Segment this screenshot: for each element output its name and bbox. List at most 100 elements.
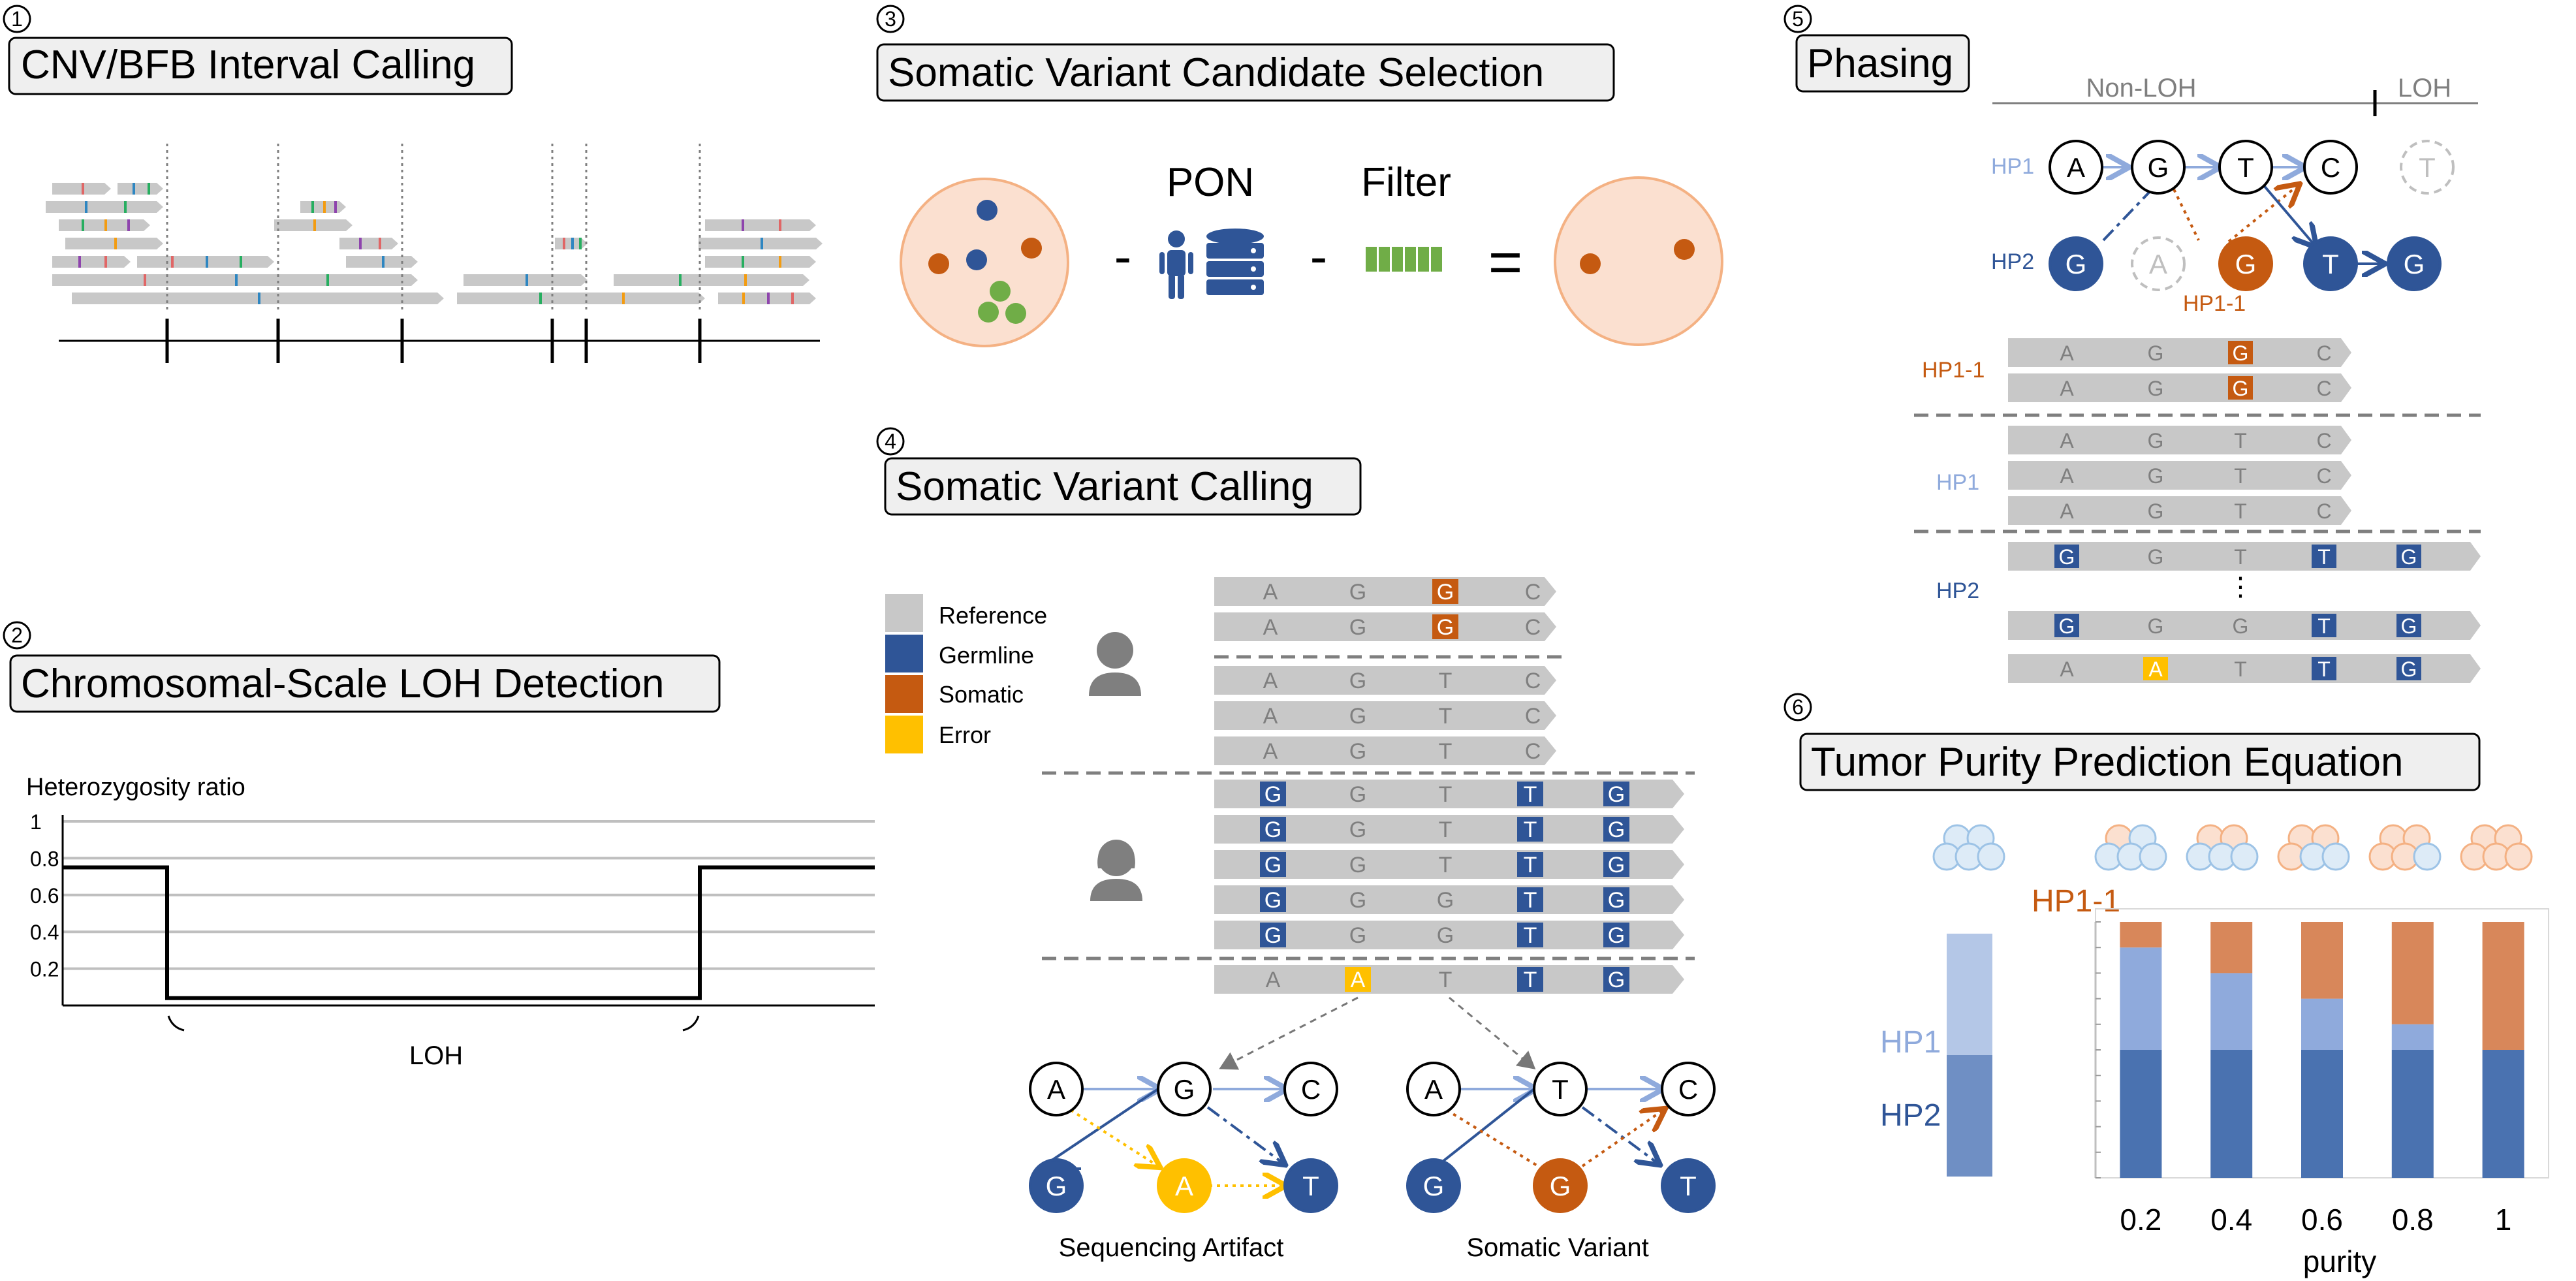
graph-edge: [1206, 1106, 1283, 1163]
normal-bar-hp2: [1947, 1055, 1992, 1177]
somatic-dot: [928, 253, 949, 274]
mismatch-mark: [382, 256, 385, 268]
variant-cell: [1260, 852, 1286, 877]
bar-segment-hp1-1: [2391, 922, 2434, 1024]
base-letter: G: [1349, 853, 1366, 878]
node-letter: T: [1680, 1171, 1697, 1201]
bar-segment-hp2: [2482, 1050, 2524, 1178]
base-letter: T: [1439, 782, 1453, 807]
filter-segment: [1405, 247, 1416, 272]
hp2-label: HP2: [1991, 249, 2034, 274]
read: [457, 293, 705, 304]
germline-dot: [966, 249, 987, 270]
normal-person-icon: [1089, 632, 1141, 696]
base-letter: T: [1524, 968, 1537, 992]
y-tick-label: 1: [30, 810, 42, 834]
panel-title-box: [876, 43, 1615, 102]
read: [1214, 577, 1556, 606]
base-letter: T: [1524, 817, 1537, 842]
panel-number: 6: [1792, 695, 1804, 719]
graph-node: [1157, 1062, 1212, 1116]
variant-cell: [1603, 967, 1629, 992]
base-letter: G: [1608, 782, 1625, 807]
base-letter: C: [1525, 669, 1541, 693]
variant-cell: [1603, 782, 1629, 806]
base-letter: G: [2148, 614, 2164, 638]
read: [1214, 850, 1684, 879]
panel-number: 4: [885, 430, 896, 453]
panel-5: 5 Phasing Non-LOH LOH HP1 HP2 A G T C TG A G T G…: [1783, 5, 2481, 683]
variant-cell: [1517, 782, 1543, 806]
base-letter: G: [1349, 817, 1366, 842]
somatic-dot: [1580, 253, 1601, 274]
panel-number-circle: [3, 621, 31, 650]
mismatch-mark: [85, 201, 87, 213]
bar-segment-hp1-1: [2301, 922, 2343, 999]
graph-node: [2387, 236, 2442, 291]
node-letter: T: [2419, 152, 2436, 183]
mismatch-mark: [742, 219, 744, 231]
read: [1214, 666, 1556, 695]
legend-label: Reference: [939, 602, 1047, 629]
base-letter: C: [1525, 704, 1541, 729]
read: [1214, 921, 1684, 949]
read: [2008, 654, 2481, 683]
base-letter: C: [1525, 580, 1541, 605]
bar-segment-hp2: [2301, 1050, 2343, 1178]
base-letter: G: [2401, 614, 2417, 638]
read: [2008, 338, 2351, 367]
base-letter: G: [2148, 429, 2164, 452]
cell: [2139, 842, 2167, 871]
mismatch-mark: [240, 256, 242, 268]
loh-bracket-right: [682, 1015, 700, 1032]
read-alignment: A G G CA G G CA G T CA G T CA G T CG G T T GG G T T GG G T T GG G G T G…: [1042, 577, 1695, 994]
mismatch-mark: [571, 238, 574, 249]
filter-segment: [1392, 247, 1403, 272]
graph-node: [1029, 1158, 1084, 1213]
base-letter: A: [1263, 580, 1278, 605]
variant-cell: [1603, 923, 1629, 947]
genome-axis: [59, 319, 820, 363]
tumor-cell-somatic: [1554, 176, 1723, 346]
normal-bar-hp1: [1947, 934, 1992, 1055]
mismatch-mark: [334, 201, 337, 213]
base-letter: A: [2060, 341, 2074, 365]
hp1-1-label: HP1-1: [2183, 291, 2246, 316]
legend-label: Germline: [939, 642, 1034, 669]
database-icon: [1206, 229, 1264, 295]
graph-edge: [1445, 1109, 1539, 1167]
x-tick-label: 0.4: [2210, 1203, 2252, 1237]
legend-label: Error: [939, 721, 991, 748]
base-letter: T: [1524, 923, 1537, 948]
panel-title: CNV/BFB Interval Calling: [21, 42, 475, 87]
loh-bracket-left: [167, 1015, 185, 1032]
base-letter: C: [2316, 499, 2331, 523]
y-axis-label: Heterozygosity ratio: [26, 774, 245, 801]
graph-node: [1283, 1062, 1338, 1116]
mismatch-mark: [539, 293, 542, 304]
mismatch-mark: [744, 274, 747, 286]
heterozygosity-line: [63, 865, 875, 1000]
variant-cell: [1432, 614, 1458, 639]
x-tick-label: 1: [2495, 1203, 2512, 1237]
base-letter: G: [1264, 817, 1281, 842]
variant-cell: [1432, 579, 1458, 604]
base-letter: G: [1349, 782, 1366, 807]
loh-label: LOH: [409, 1041, 463, 1070]
somatic-dot: [1021, 238, 1042, 259]
artifact-dot: [978, 302, 999, 323]
read: [2008, 373, 2351, 402]
base-letter: T: [2234, 464, 2247, 488]
panel-number-circle: [876, 427, 905, 456]
mismatch-mark: [78, 256, 81, 268]
base-letter: G: [2059, 614, 2075, 638]
node-letter: A: [1175, 1171, 1193, 1201]
hp1-group-label: HP1: [1936, 470, 1979, 495]
mismatch-mark: [144, 274, 146, 286]
mismatch-mark: [114, 238, 117, 249]
base-letter: T: [1524, 853, 1537, 878]
read: [2008, 496, 2351, 525]
mismatch-mark: [359, 238, 362, 249]
mismatch-mark: [311, 201, 314, 213]
